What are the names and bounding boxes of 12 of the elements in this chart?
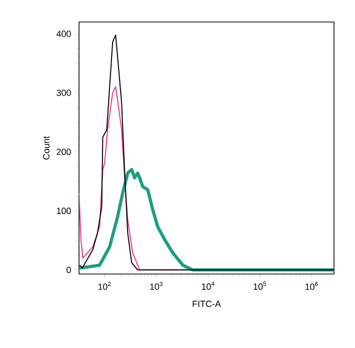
x-tick-label: 10$^{5}$	[254, 282, 266, 290]
y-tick-label: 100	[56, 208, 71, 214]
x-tick-label: 10$^{2}$	[98, 282, 111, 290]
y-tick-label: 300	[56, 90, 71, 96]
x-tick-label: 10$^{4}$	[202, 282, 214, 290]
y-tick-label: 400	[56, 30, 71, 37]
y-axis-title: Count	[43, 136, 50, 160]
y-tick-label: 200	[56, 148, 71, 156]
x-axis-title: FITC-A	[192, 300, 221, 308]
x-tick-label: 10$^{3}$	[150, 282, 163, 290]
y-tick-label: 0	[66, 266, 71, 274]
x-tick-label: 10$^{6}$	[305, 282, 318, 290]
